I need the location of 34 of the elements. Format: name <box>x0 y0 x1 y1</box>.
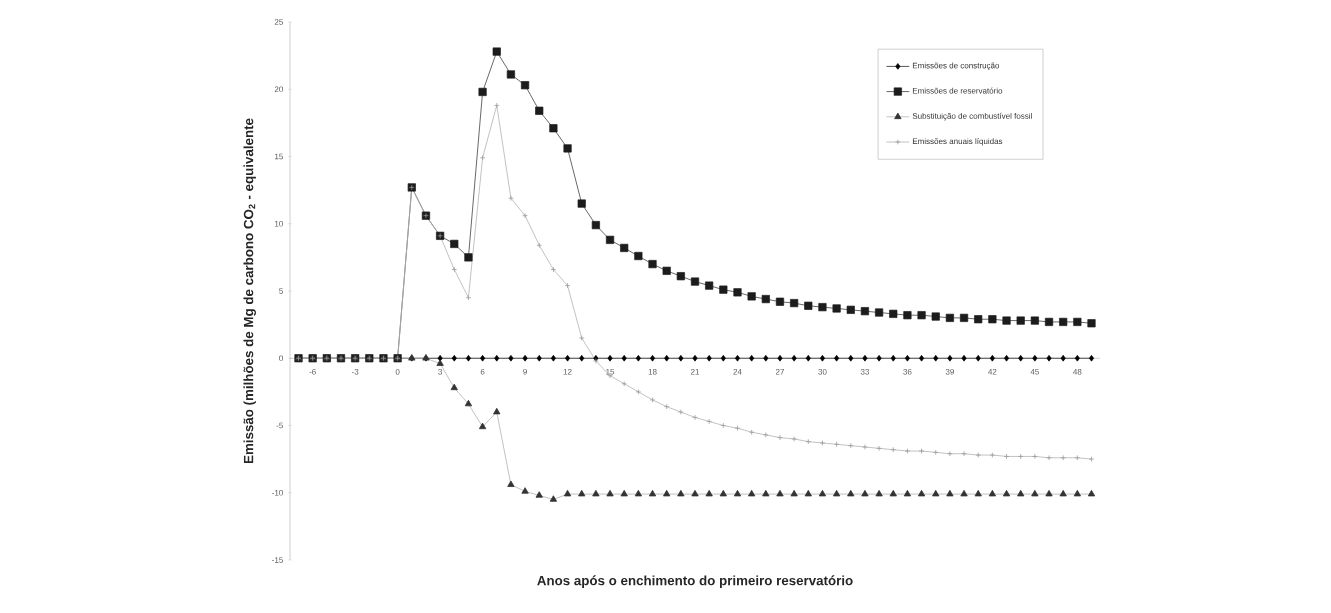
x-tick-label: -3 <box>351 368 359 375</box>
x-tick-label: 18 <box>648 368 657 375</box>
y-tick-label: 10 <box>275 220 283 227</box>
y-tick-label: -15 <box>272 557 283 563</box>
y-tick-label: 5 <box>279 288 283 294</box>
y-tick-label: 20 <box>274 86 283 93</box>
x-tick-label: 42 <box>988 368 997 375</box>
legend-label: Substituição de combustível fossil <box>912 112 1032 121</box>
legend-label: Emissões de reservatório <box>912 87 1003 94</box>
y-tick-label: -10 <box>272 489 283 496</box>
y-tick-label: 0 <box>279 355 283 362</box>
x-tick-label: 0 <box>395 368 400 375</box>
x-tick-label: 3 <box>438 368 442 375</box>
x-tick-label: 30 <box>818 368 827 375</box>
x-tick-label: 6 <box>480 368 485 375</box>
x-tick-label: 33 <box>860 368 870 375</box>
x-tick-label: 27 <box>775 368 785 375</box>
x-tick-label: 12 <box>563 368 572 375</box>
x-tick-label: 24 <box>733 368 742 375</box>
legend-label: Emissões anuais líquidas <box>912 138 1003 146</box>
y-axis-title: Emissão (milhões de Mg de carbono CO$_{2}$ - equivalente <box>243 118 256 464</box>
x-tick-label: 15 <box>606 368 615 375</box>
x-tick-label: 21 <box>690 368 700 375</box>
x-tick-label: 39 <box>945 368 954 375</box>
x-tick-label: 9 <box>523 368 527 375</box>
y-tick-label: -5 <box>276 422 283 429</box>
x-tick-label: 36 <box>903 368 912 375</box>
y-tick-label: 15 <box>275 153 283 160</box>
y-tick-label: 25 <box>274 19 283 25</box>
x-tick-label: -6 <box>309 368 316 375</box>
x-tick-label: 45 <box>1030 368 1039 375</box>
x-tick-label: 48 <box>1073 368 1082 375</box>
legend-label: Emissões de construção <box>912 62 1000 70</box>
x-axis-title: Anos após o enchimento do primeiro reservatório <box>537 575 853 588</box>
